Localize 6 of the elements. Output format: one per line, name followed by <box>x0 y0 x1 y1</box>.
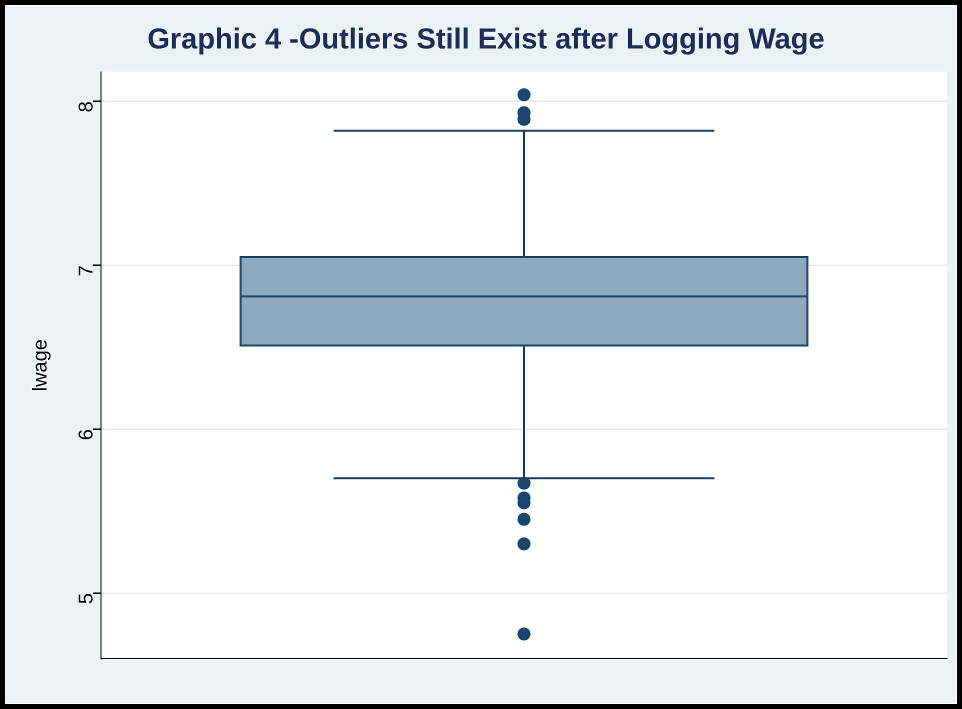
y-axis-title: lwage <box>30 339 52 392</box>
y-tick-label: 7 <box>76 265 98 276</box>
y-tick-label: 6 <box>76 429 98 440</box>
chart-title: Graphic 4 -Outliers Still Exist after Logging Wage <box>147 23 825 56</box>
y-tick-label: 8 <box>76 101 98 112</box>
y-tick-label: 5 <box>76 593 98 604</box>
